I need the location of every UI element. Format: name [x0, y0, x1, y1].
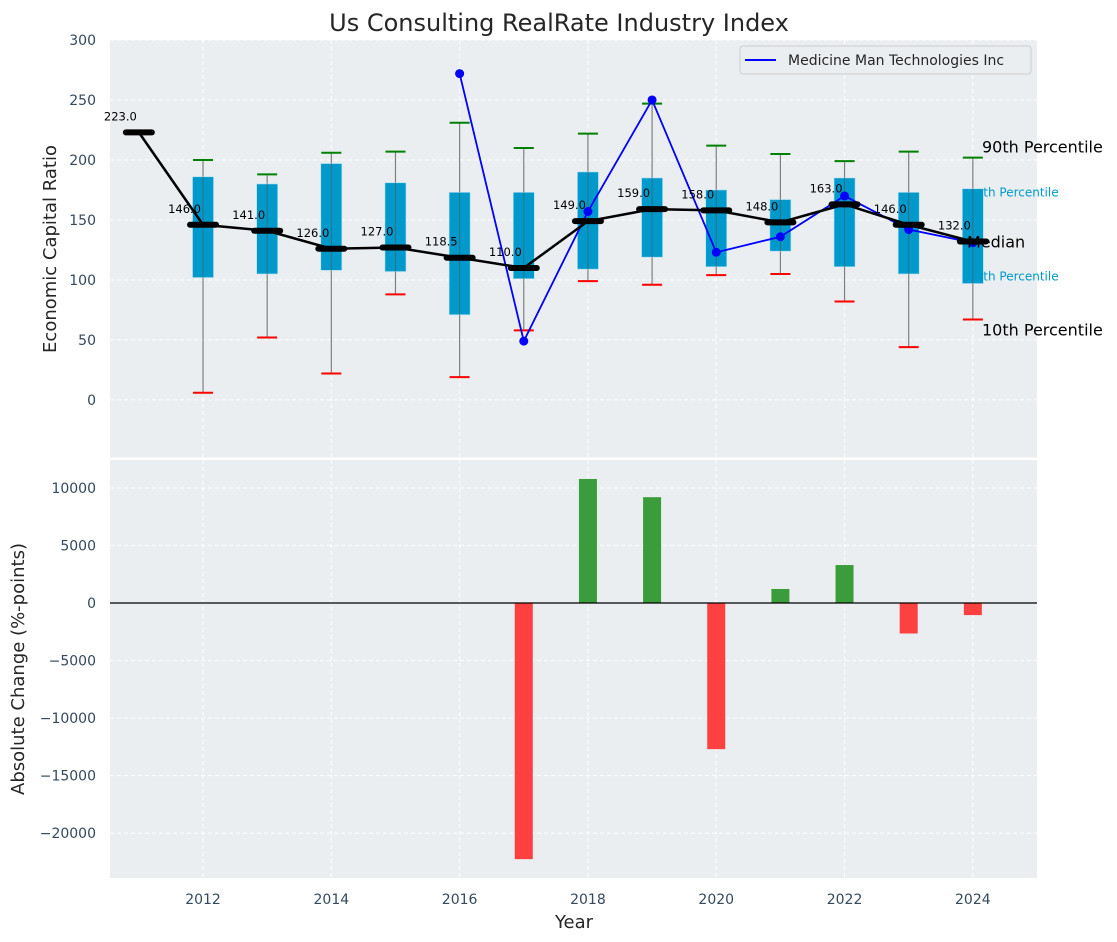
bottom-y-tick-label: 0 — [87, 596, 96, 612]
bottom-y-tick-label: 5000 — [60, 538, 96, 554]
bar-negative — [514, 603, 533, 860]
p25-annotation: 25th Percentile — [968, 269, 1059, 283]
legend-box — [739, 45, 1032, 75]
x-tick-label: 2012 — [185, 892, 221, 908]
x-axis-label: Year — [554, 912, 594, 933]
series-point — [583, 207, 593, 217]
x-tick-label: 2014 — [314, 892, 350, 908]
bar-negative — [963, 603, 982, 616]
bottom-grid — [110, 460, 1037, 878]
median-label: 159.0 — [617, 186, 650, 200]
bar-negative — [899, 603, 918, 634]
series-point — [519, 336, 529, 346]
bottom-plot-background — [110, 460, 1037, 878]
median-label: 146.0 — [874, 202, 907, 216]
top-y-tick-label: 250 — [69, 93, 96, 109]
median-label: 126.0 — [296, 226, 329, 240]
median-label: 223.0 — [104, 109, 137, 123]
bottom-y-ticks: −20000 −15000 −10000 −5000 0 5000 10000 — [40, 481, 96, 842]
top-annotations: 90th Percentile 10th Percentile Median 75t… — [967, 138, 1103, 340]
legend-label: Medicine Man Technologies Inc — [788, 53, 1004, 69]
bottom-y-tick-label: −5000 — [49, 654, 96, 670]
bar-positive — [578, 478, 597, 604]
bottom-y-tick-label: 10000 — [51, 481, 96, 497]
x-tick-label: 2018 — [570, 892, 606, 908]
p90-annotation: 90th Percentile — [982, 138, 1103, 157]
x-tick-label: 2022 — [827, 892, 863, 908]
median-label: 148.0 — [745, 199, 778, 213]
bottom-bars — [514, 478, 982, 860]
p10-annotation: 10th Percentile — [982, 321, 1103, 340]
x-tick-label: 2016 — [442, 892, 478, 908]
top-y-tick-label: 100 — [69, 273, 96, 289]
top-y-tick-label: 300 — [69, 33, 96, 49]
top-medians: 223.0 146.0 141.0 126.0 127.0 118.5 110.0 149.0… — [104, 109, 989, 271]
median-label: 158.0 — [681, 187, 714, 201]
series-point — [455, 69, 465, 79]
median-label: 146.0 — [168, 202, 201, 216]
median-label: 110.0 — [489, 245, 522, 259]
bar-positive — [771, 588, 790, 604]
bottom-y-tick-label: −20000 — [40, 826, 96, 842]
median-label: 118.5 — [425, 235, 458, 249]
median-label: 163.0 — [810, 181, 843, 195]
bar-positive — [835, 565, 854, 604]
x-tick-label: 2020 — [698, 892, 734, 908]
series-point — [775, 232, 785, 242]
bottom-y-tick-label: −15000 — [40, 769, 96, 785]
median-label: 141.0 — [232, 208, 265, 222]
median-label: 149.0 — [553, 198, 586, 212]
top-y-ticks: 0 50 100 150 200 250 300 — [69, 33, 96, 409]
top-y-tick-label: 50 — [78, 333, 96, 349]
bottom-y-tick-label: −10000 — [40, 711, 96, 727]
median-label: 132.0 — [938, 219, 971, 233]
series-point — [711, 247, 721, 257]
p75-annotation: 75th Percentile — [968, 185, 1059, 199]
bottom-x-ticks: 2012 2014 2016 2018 2020 2022 2024 — [185, 892, 991, 908]
bar-positive — [643, 497, 662, 604]
bottom-y-axis-label: Absolute Change (%-points) — [8, 543, 29, 795]
top-y-axis-label: Economic Capital Ratio — [40, 145, 61, 353]
x-tick-label: 2024 — [955, 892, 991, 908]
top-y-tick-label: 0 — [87, 393, 96, 409]
legend: Medicine Man Technologies Inc — [739, 45, 1032, 75]
top-y-tick-label: 150 — [69, 213, 96, 229]
chart-title: Us Consulting RealRate Industry Index — [329, 9, 789, 37]
bar-negative — [707, 603, 726, 750]
median-label: 127.0 — [361, 225, 394, 239]
top-y-tick-label: 200 — [69, 153, 96, 169]
series-point — [647, 95, 657, 105]
top-axes: 0 50 100 150 200 250 300 Economic Capital Rati… — [40, 33, 1103, 458]
median-annotation: Median — [967, 233, 1025, 252]
series-point — [840, 191, 850, 201]
